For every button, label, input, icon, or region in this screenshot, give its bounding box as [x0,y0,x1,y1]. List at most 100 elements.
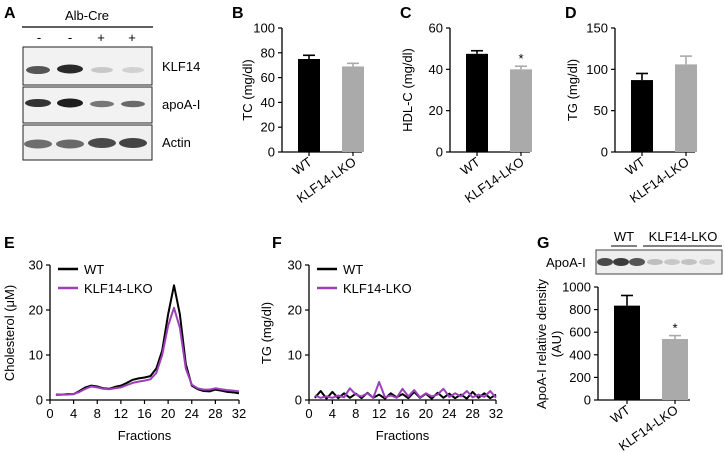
significance-star: * [672,321,677,336]
blot-band [613,258,629,266]
y-axis-label: TC (mg/dl) [240,59,255,120]
x-axis-label: Fractions [118,428,172,443]
y-tick-label: 400 [569,347,591,362]
x-tick-label: 0 [305,406,312,421]
x-tick-label: 32 [232,406,246,421]
lane-label: - [37,30,41,45]
y-tick-label: 30 [29,258,43,273]
panel-label-e: E [4,235,15,252]
western-blot-a: Alb-Cre - - + + KLF14 apoA-I Actin [22,8,200,161]
blot-band [681,259,697,265]
y-axis-label: HDL-C (mg/dl) [400,48,415,132]
y-tick-label: 10 [29,348,43,363]
blot-row-label: ApoA-I [546,255,586,270]
x-tick-label: 20 [161,406,175,421]
x-tick-label: 16 [395,406,409,421]
panel-label-d: D [565,5,577,22]
y-axis-label: TG (mg/dl) [259,302,274,364]
legend-label: KLF14-LKO [343,281,412,296]
y-axis-label: ApoA-I relative density(AU) [534,278,564,409]
x-axis-label: Fractions [376,428,430,443]
y-tick-label: 1000 [562,280,591,295]
blot-header: Alb-Cre [65,8,109,23]
panel-label-b: B [232,5,244,22]
western-blot-g: WT KLF14-LKO ApoA-I [546,229,723,275]
x-tick-label: 0 [46,406,53,421]
y-tick-label: 100 [586,62,608,77]
y-tick-label: 0 [268,145,275,160]
y-tick-label: 40 [429,62,443,77]
y-tick-label: 800 [569,302,591,317]
y-tick-label: 200 [569,370,591,385]
y-tick-label: 0 [584,393,591,408]
category-label: WT [458,154,483,178]
bar [298,59,320,152]
blot-band [26,66,50,74]
y-tick-label: 600 [569,325,591,340]
lane-label: + [97,30,105,45]
y-tick-label: 20 [288,303,302,318]
x-tick-label: 16 [137,406,151,421]
blot-band [647,259,663,265]
x-tick-label: 12 [372,406,386,421]
legend-label: WT [84,262,104,277]
blot-band [699,259,715,265]
x-tick-label: 8 [94,406,101,421]
y-tick-label: 0 [601,145,608,160]
y-tick-label: 0 [295,393,302,408]
bar [662,338,688,400]
category-label: WT [608,402,633,426]
y-tick-label: 60 [261,70,275,85]
blot-band [57,98,83,108]
blot-band [664,259,680,265]
panel-label-a: A [4,5,16,22]
y-tick-label: 20 [261,120,275,135]
x-tick-label: 4 [70,406,77,421]
category-label: WT [623,154,648,178]
panel-label-f: F [272,235,282,252]
y-axis-label: Cholesterol (μM) [2,285,17,381]
x-tick-label: 28 [208,406,222,421]
blot-band [90,100,114,108]
bar [614,305,640,400]
x-tick-label: 24 [185,406,199,421]
y-tick-label: 80 [261,45,275,60]
x-tick-label: 32 [489,406,503,421]
x-tick-label: 4 [329,406,336,421]
category-label: WT [290,154,315,178]
panel-label-g: G [537,235,549,252]
blot-row-label: KLF14 [162,59,200,74]
blot-band [91,67,113,73]
y-tick-label: 150 [586,21,608,36]
y-tick-label: 0 [436,145,443,160]
y-tick-label: 30 [288,258,302,273]
blot-strip-klf14 [22,46,153,86]
y-tick-label: 60 [429,21,443,36]
legend-label: KLF14-LKO [84,281,153,296]
blot-band [24,139,52,149]
bar [510,69,532,152]
blot-band [597,258,613,266]
lane-label: - [68,30,72,45]
lane-label: + [128,30,136,45]
series-line [55,306,240,397]
blot-band [56,139,84,149]
blot-band [629,258,645,266]
y-tick-label: 100 [253,21,275,36]
blot-row-label: apoA-I [162,97,200,112]
bar [631,80,653,152]
blot-group-label: WT [614,229,634,244]
blot-band [88,138,116,148]
bar [466,53,488,153]
blot-group-label: KLF14-LKO [649,229,718,244]
x-tick-label: 28 [465,406,479,421]
y-axis-label: TG (mg/dl) [565,59,580,121]
y-tick-label: 20 [29,303,43,318]
blot-row-label: Actin [162,135,191,150]
y-tick-label: 10 [288,348,302,363]
significance-star: * [518,51,523,66]
y-tick-label: 40 [261,95,275,110]
